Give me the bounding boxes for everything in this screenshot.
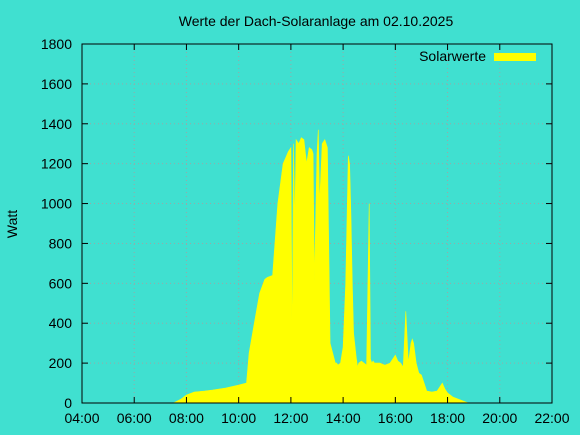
x-tick-label: 22:00 xyxy=(534,410,569,426)
y-tick-label: 1000 xyxy=(41,196,72,212)
legend-label: Solarwerte xyxy=(419,48,486,64)
y-tick-label: 1600 xyxy=(41,76,72,92)
chart-title: Werte der Dach-Solaranlage am 02.10.2025 xyxy=(179,13,454,29)
x-tick-label: 16:00 xyxy=(378,410,413,426)
x-tick-label: 08:00 xyxy=(169,410,204,426)
y-tick-label: 400 xyxy=(49,315,73,331)
y-tick-label: 1200 xyxy=(41,156,72,172)
y-tick-label: 200 xyxy=(49,355,73,371)
x-tick-label: 18:00 xyxy=(430,410,465,426)
y-tick-label: 600 xyxy=(49,275,73,291)
y-tick-label: 1800 xyxy=(41,36,72,52)
plot-frame xyxy=(81,43,553,404)
legend: Solarwerte xyxy=(419,48,536,64)
y-tick-label: 0 xyxy=(64,395,72,411)
x-tick-label: 04:00 xyxy=(64,410,99,426)
x-tick-label: 12:00 xyxy=(273,410,308,426)
y-axis: 0 200 400 600 800 1000 1200 1400 1600 1800 xyxy=(41,36,552,411)
x-tick-label: 20:00 xyxy=(482,410,517,426)
y-axis-label: Watt xyxy=(4,210,20,238)
x-axis: 04:00 06:00 08:00 10:00 12:00 14:00 16:00 18:00… xyxy=(64,44,570,426)
x-tick-label: 10:00 xyxy=(221,410,256,426)
plot-area xyxy=(173,129,469,404)
y-tick-label: 1400 xyxy=(41,116,72,132)
x-tick-label: 14:00 xyxy=(326,410,361,426)
y-tick-label: 800 xyxy=(49,235,73,251)
series-area-0 xyxy=(173,129,469,404)
x-tick-label: 06:00 xyxy=(117,410,152,426)
legend-swatch xyxy=(494,53,536,61)
